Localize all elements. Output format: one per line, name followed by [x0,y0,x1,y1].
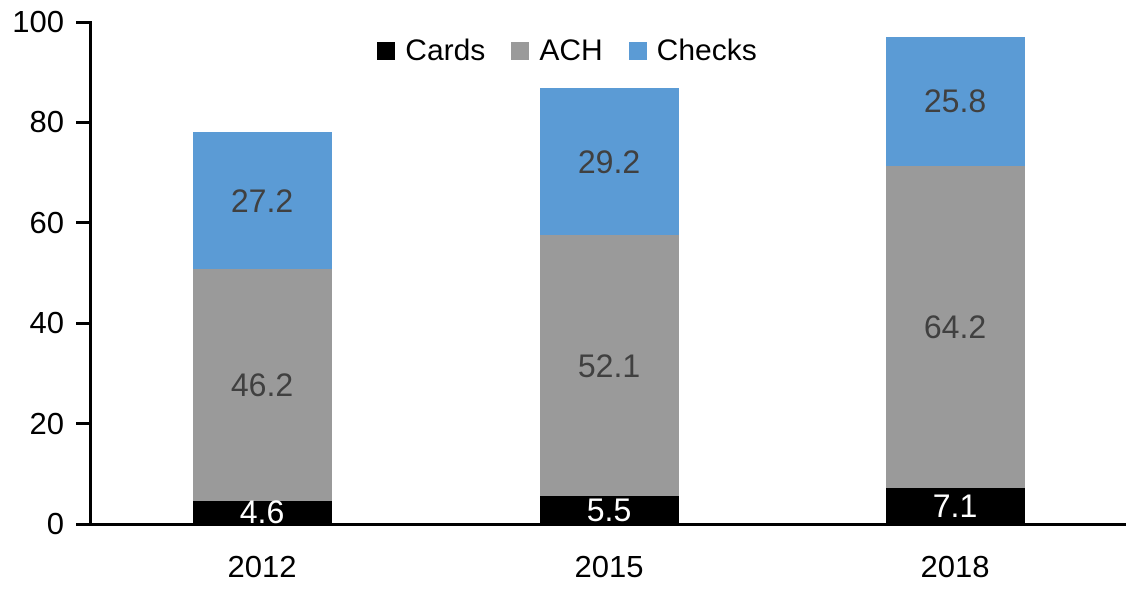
y-tick-label: 60 [29,204,64,240]
segment-checks-2012: 27.2 [192,132,332,269]
y-tick-label: 100 [12,4,64,39]
data-label: 52.1 [577,347,641,384]
data-label: 46.2 [230,366,294,403]
y-tick-label: 20 [29,405,64,441]
legend-label: Cards [405,34,486,67]
y-tick-label: 0 [46,506,64,541]
legend-label: Checks [656,34,757,67]
legend-swatch-ach [511,42,530,60]
segment-ach-2015: 52.1 [539,234,679,497]
segment-cards-2015: 5.5 [539,492,679,529]
segment-checks-2015: 29.2 [539,88,679,235]
data-label: 27.2 [230,182,294,219]
data-label: 25.8 [923,83,987,120]
y-axis-line [89,20,92,526]
y-tick-mark [76,120,89,124]
segment-cards-2012: 4.6 [192,496,332,528]
y-tick-mark [76,20,89,24]
legend: Cards ACH Checks [0,33,1134,69]
data-label: 29.2 [577,143,641,180]
legend-item-cards: Cards [377,33,485,69]
y-tick-label: 40 [29,305,64,341]
legend-swatch-checks [628,42,647,60]
data-label: 64.2 [923,309,987,346]
legend-label: ACH [539,34,603,67]
y-tick-mark [76,522,89,526]
segment-ach-2018: 64.2 [885,166,1025,489]
data-label: 7.1 [932,488,978,525]
segment-checks-2018: 25.8 [885,36,1025,167]
y-tick-mark [76,321,89,325]
segment-ach-2012: 46.2 [192,268,332,501]
legend-item-checks: Checks [628,33,757,69]
legend-item-ach: ACH [511,33,603,69]
segment-cards-2018: 7.1 [885,488,1025,525]
x-tick-label-2012: 2012 [227,549,297,584]
y-tick-mark [76,221,89,225]
data-label: 5.5 [586,492,632,529]
y-tick-label: 80 [29,104,64,140]
x-axis-line [89,522,1126,526]
x-tick-label-2018: 2018 [920,549,990,584]
data-label: 4.6 [239,494,285,531]
y-tick-mark [76,422,89,426]
x-tick-label-2015: 2015 [574,549,644,584]
legend-swatch-cards [377,42,396,60]
